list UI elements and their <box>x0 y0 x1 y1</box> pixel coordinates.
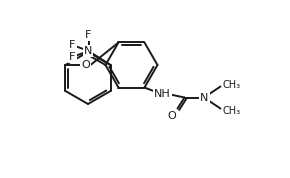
Text: O: O <box>167 111 176 121</box>
Text: N: N <box>84 46 92 56</box>
Text: CH₃: CH₃ <box>222 80 241 90</box>
Text: F: F <box>69 40 76 50</box>
Text: NH: NH <box>154 88 171 98</box>
Text: N: N <box>200 93 209 103</box>
Text: CH₃: CH₃ <box>222 106 241 116</box>
Text: F: F <box>69 52 76 62</box>
Text: F: F <box>85 30 92 40</box>
Text: O: O <box>81 60 90 70</box>
